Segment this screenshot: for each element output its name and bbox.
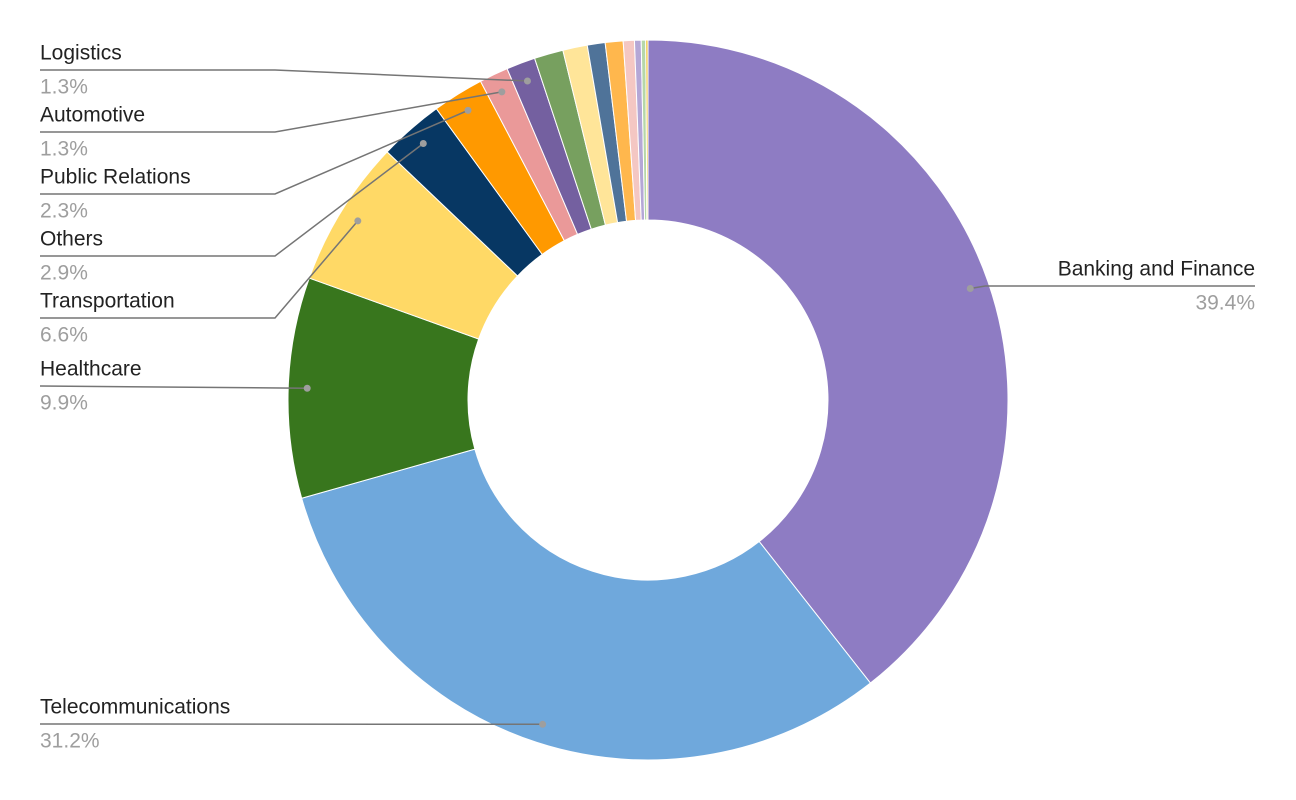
leader-dot: [303, 384, 311, 392]
slice-label: Automotive: [40, 104, 145, 127]
slice-label: Telecommunications: [40, 696, 230, 719]
leader-line: [40, 142, 424, 257]
leader-line: [970, 285, 1255, 290]
slice-label: Logistics: [40, 42, 122, 65]
slice-value-label: 1.3%: [40, 138, 88, 161]
leader-line: [40, 91, 502, 133]
leader-line: [40, 69, 528, 82]
leader-line: [40, 109, 469, 195]
leader-dot: [419, 140, 427, 148]
slice-value-label: 31.2%: [40, 730, 100, 753]
slice-value-label: 9.9%: [40, 392, 88, 415]
slice-label: Banking and Finance: [1058, 258, 1255, 281]
slice-value-label: 2.3%: [40, 200, 88, 223]
leader-dot: [354, 217, 362, 225]
slice: [301, 448, 872, 761]
slice-label: Public Relations: [40, 166, 191, 189]
slice-label: Transportation: [40, 290, 175, 313]
leader-line: [40, 220, 359, 319]
leader-line: [39, 385, 308, 389]
leader-dot: [966, 285, 974, 293]
slice: [645, 39, 649, 221]
slice: [647, 39, 1009, 684]
slice-value-label: 6.6%: [40, 324, 88, 347]
slice-value-label: 1.3%: [40, 76, 88, 99]
slice-value-label: 39.4%: [1195, 292, 1255, 315]
leader-dot: [539, 720, 547, 728]
leader-dot: [464, 106, 472, 114]
slice-label: Healthcare: [40, 358, 142, 381]
leader-dot: [523, 77, 531, 85]
slice-value-label: 2.9%: [40, 262, 88, 285]
leader-dot: [498, 88, 506, 96]
slice-label: Others: [40, 228, 103, 251]
